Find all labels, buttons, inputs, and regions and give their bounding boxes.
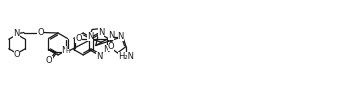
Text: N: N (13, 29, 20, 38)
Text: N: N (103, 44, 110, 53)
Text: O: O (46, 56, 52, 65)
Text: N: N (108, 31, 114, 40)
Text: H₂N: H₂N (118, 52, 134, 61)
Text: O: O (75, 34, 82, 43)
Text: N: N (87, 32, 94, 41)
Text: N: N (117, 32, 124, 41)
Text: N: N (96, 52, 102, 61)
Text: H: H (65, 49, 70, 54)
Text: O: O (107, 42, 114, 51)
Text: O: O (37, 28, 44, 37)
Text: O: O (14, 50, 20, 59)
Text: N: N (98, 28, 104, 37)
Text: N: N (61, 46, 68, 55)
